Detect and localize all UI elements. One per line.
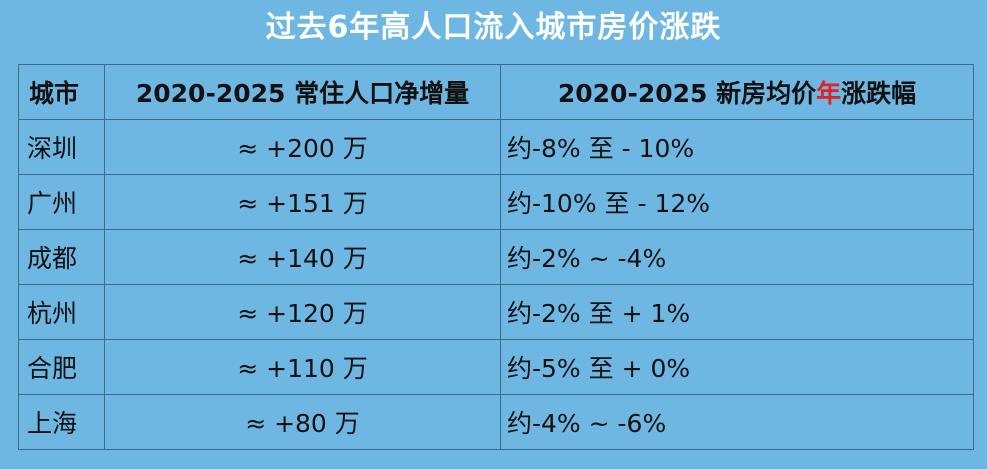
header-price-change: 2020-2025 新房均价年涨跌幅 [500,64,974,120]
header-population: 2020-2025 常住人口净增量 [104,64,501,120]
cell-price-change: 约-10% 至 - 12% [500,174,974,230]
header-price-highlight: 年 [816,79,842,108]
cell-price-change: 约-2% ~ -4% [500,229,974,285]
table-row: 杭州 ≈ +120 万 约-2% 至 + 1% [18,284,974,340]
header-city: 城市 [18,64,105,120]
cell-city: 合肥 [18,339,105,395]
cell-price-change: 约-4% ~ -6% [500,394,974,450]
cell-price-change: 约-8% 至 - 10% [500,119,974,175]
cell-city: 上海 [18,394,105,450]
cell-population: ≈ +80 万 [104,394,501,450]
cell-population: ≈ +151 万 [104,174,501,230]
cell-price-change: 约-5% 至 + 0% [500,339,974,395]
cell-city: 广州 [18,174,105,230]
table-row: 广州 ≈ +151 万 约-10% 至 - 12% [18,174,974,230]
city-price-table: 城市 2020-2025 常住人口净增量 2020-2025 新房均价年涨跌幅 … [18,64,974,450]
table-row: 深圳 ≈ +200 万 约-8% 至 - 10% [18,119,974,175]
header-price-suffix: 涨跌幅 [841,79,917,108]
cell-city: 成都 [18,229,105,285]
cell-population: ≈ +110 万 [104,339,501,395]
cell-price-change: 约-2% 至 + 1% [500,284,974,340]
page-title: 过去6年高人口流入城市房价涨跌 [265,10,722,45]
table-header-row: 城市 2020-2025 常住人口净增量 2020-2025 新房均价年涨跌幅 [18,64,974,120]
table-row: 成都 ≈ +140 万 约-2% ~ -4% [18,229,974,285]
cell-population: ≈ +200 万 [104,119,501,175]
table-row: 上海 ≈ +80 万 约-4% ~ -6% [18,394,974,450]
cell-city: 深圳 [18,119,105,175]
cell-city: 杭州 [18,284,105,340]
header-price-prefix: 2020-2025 新房均价 [557,79,817,108]
cell-population: ≈ +120 万 [104,284,501,340]
table-row: 合肥 ≈ +110 万 约-5% 至 + 0% [18,339,974,395]
cell-population: ≈ +140 万 [104,229,501,285]
